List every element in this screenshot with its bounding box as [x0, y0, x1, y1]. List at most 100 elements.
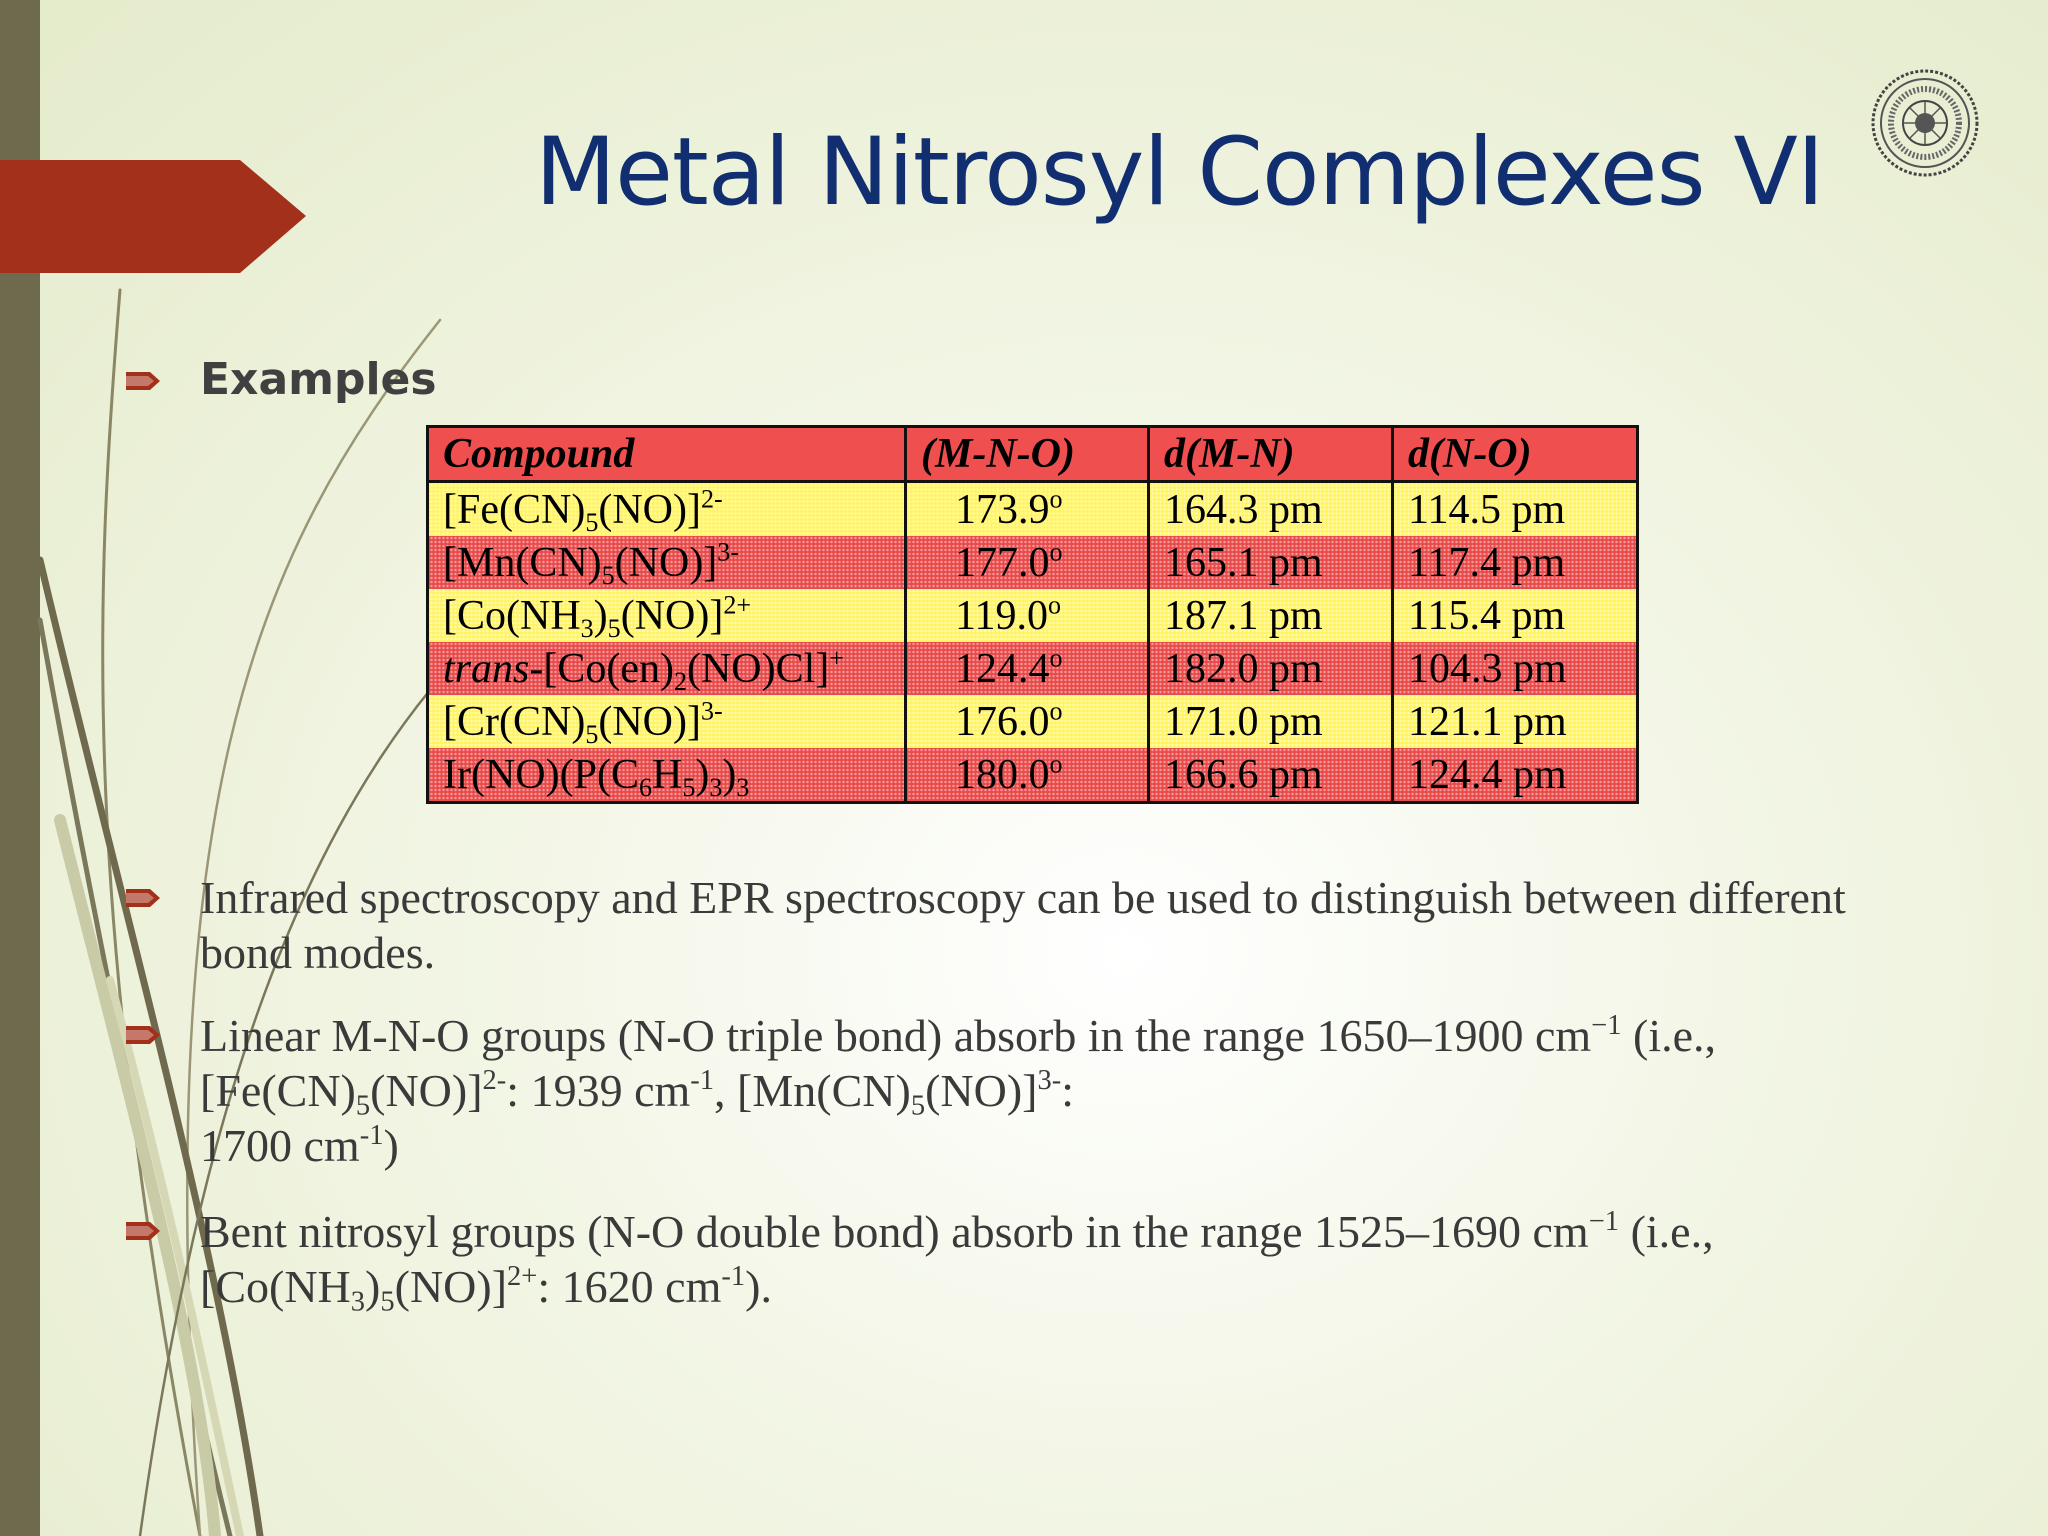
compound-part: [Mn(CN): [443, 539, 602, 586]
arrow-bullet-icon: [126, 1026, 160, 1044]
compound-part: 3: [736, 772, 750, 802]
cell-d-mn: 187.1 pm: [1147, 589, 1394, 642]
cell-d-no: 115.4 pm: [1391, 589, 1639, 642]
bent-sup-1: −1: [1588, 1205, 1620, 1237]
angle-degree-mark: o: [1047, 589, 1061, 619]
title-accent-arrow: [0, 160, 306, 273]
table-header-row: Compound (M-N-O) d(M-N) d(N-O): [426, 425, 1639, 483]
compound-part: [Fe(CN): [443, 486, 586, 533]
cell-compound: [Cr(CN)5(NO)]3-: [426, 695, 907, 748]
cell-angle: 173.9o: [904, 481, 1150, 536]
cell-d-mn: 166.6 pm: [1147, 748, 1394, 804]
angle-value: 177.0: [955, 539, 1050, 586]
bullet-ir-epr: Infrared spectroscopy and EPR spectrosco…: [200, 870, 1920, 980]
linear-sub-3: 5: [355, 1090, 371, 1122]
bent-text-3: [Co(NH: [200, 1261, 351, 1312]
bent-text-2: (i.e.,: [1619, 1206, 1714, 1257]
linear-sup-5: -1: [690, 1064, 715, 1096]
angle-value: 124.4: [955, 645, 1050, 692]
cell-angle: 119.0o: [904, 589, 1150, 642]
compound-part: 6: [638, 772, 652, 802]
linear-text-7: (NO)]: [925, 1065, 1038, 1116]
angle-value: 180.0: [955, 751, 1050, 798]
angle-degree-mark: o: [1049, 748, 1063, 778]
bent-text-1: Bent nitrosyl groups (N-O double bond) a…: [200, 1206, 1589, 1257]
angle-value: 176.0: [955, 698, 1050, 745]
table-row: Ir(NO)(P(C6H5)3)3 180.0o 166.6 pm 124.4 pm: [426, 748, 1639, 804]
compound-part: 3: [709, 772, 723, 802]
linear-sup-1: −1: [1591, 1009, 1622, 1041]
linear-sup-4: 2-: [482, 1064, 507, 1096]
compound-part: 5: [682, 772, 696, 802]
linear-text-2: (i.e.,: [1621, 1010, 1717, 1061]
bent-sup-5: 2+: [507, 1260, 538, 1292]
angle-degree-mark: o: [1049, 642, 1063, 672]
header-d-mn: d(M-N): [1147, 425, 1394, 483]
bent-sub-3: 3: [350, 1286, 366, 1318]
header-angle: (M-N-O): [904, 425, 1150, 483]
cell-d-mn: 165.1 pm: [1147, 536, 1394, 589]
cell-d-no: 114.5 pm: [1391, 481, 1639, 536]
cell-d-mn: 171.0 pm: [1147, 695, 1394, 748]
table-row: [Fe(CN)5(NO)]2- 173.9o 164.3 pm 114.5 pm: [426, 481, 1639, 536]
institute-seal-icon: [1871, 69, 1979, 177]
arrow-bullet-icon: [126, 889, 160, 907]
cell-compound: [Co(NH3)5(NO)]2+: [426, 589, 907, 642]
bullet-ir-epr-text: Infrared spectroscopy and EPR spectrosco…: [200, 872, 1846, 978]
bullet-linear: Linear M-N-O groups (N-O triple bond) ab…: [200, 1008, 1920, 1173]
cell-d-no: 117.4 pm: [1391, 536, 1639, 589]
compound-part: 3-: [717, 536, 739, 566]
compound-part: [Co(NH: [443, 592, 581, 639]
angle-degree-mark: o: [1049, 536, 1063, 566]
cell-compound: [Fe(CN)5(NO)]2-: [426, 481, 907, 536]
compound-part: -[Co(en): [529, 645, 674, 692]
cell-d-no: 104.3 pm: [1391, 642, 1639, 695]
nitrosyl-data-table: Compound (M-N-O) d(M-N) d(N-O) [Fe(CN)5(…: [426, 425, 1639, 804]
compound-part: 5: [607, 613, 621, 642]
compound-part: ): [722, 751, 737, 798]
cell-d-mn: 164.3 pm: [1147, 481, 1394, 536]
cell-angle: 124.4o: [904, 642, 1150, 695]
slide-title: Metal Nitrosyl Complexes VI: [535, 118, 1824, 227]
angle-value: 119.0: [955, 592, 1048, 639]
linear-sup-7: 3-: [1037, 1064, 1062, 1096]
bent-text-7: ).: [745, 1261, 772, 1312]
examples-heading: Examples: [200, 354, 437, 405]
compound-part: 5: [585, 507, 599, 536]
angle-degree-mark: o: [1049, 695, 1063, 725]
compound-part: (NO)]: [598, 486, 701, 533]
linear-text-6: , [Mn(CN): [714, 1065, 911, 1116]
cell-angle: 180.0o: [904, 748, 1150, 804]
cell-angle: 177.0o: [904, 536, 1150, 589]
compound-part: [Cr(CN): [443, 698, 586, 745]
bent-text-4: ): [365, 1261, 381, 1312]
cell-angle: 176.0o: [904, 695, 1150, 748]
compound-part: Ir(NO)(P(C: [443, 751, 639, 798]
linear-text-5: : 1939 cm: [506, 1065, 691, 1116]
linear-text-3: [Fe(CN): [200, 1065, 356, 1116]
cell-d-mn: 182.0 pm: [1147, 642, 1394, 695]
linear-text-1: Linear M-N-O groups (N-O triple bond) ab…: [200, 1010, 1592, 1061]
compound-part: (NO)]: [614, 539, 718, 586]
angle-degree-mark: o: [1049, 483, 1063, 513]
bent-sup-6: -1: [721, 1260, 746, 1292]
compound-part: ): [593, 592, 608, 639]
compound-part: 3-: [700, 695, 723, 725]
table-row: [Co(NH3)5(NO)]2+ 119.0o 187.1 pm 115.4 pm: [426, 589, 1639, 642]
compound-part: 3: [580, 613, 594, 642]
compound-part: +: [829, 642, 844, 672]
arrow-bullet-icon: [126, 372, 160, 390]
table-row: [Cr(CN)5(NO)]3- 176.0o 171.0 pm 121.1 pm: [426, 695, 1639, 748]
compound-part: (NO)]: [620, 592, 724, 639]
cell-d-no: 121.1 pm: [1391, 695, 1639, 748]
bullet-bent: Bent nitrosyl groups (N-O double bond) a…: [200, 1204, 1920, 1316]
compound-part: 5: [601, 560, 615, 589]
compound-part: H: [651, 751, 683, 798]
linear-sub-6: 5: [910, 1090, 926, 1122]
compound-part: (NO)Cl]: [686, 645, 830, 692]
compound-part: trans: [443, 645, 530, 692]
bent-sub-4: 5: [380, 1286, 395, 1318]
linear-sup-9: -1: [359, 1119, 384, 1151]
header-d-no: d(N-O): [1391, 425, 1639, 483]
cell-compound: trans-[Co(en)2(NO)Cl]+: [426, 642, 907, 695]
